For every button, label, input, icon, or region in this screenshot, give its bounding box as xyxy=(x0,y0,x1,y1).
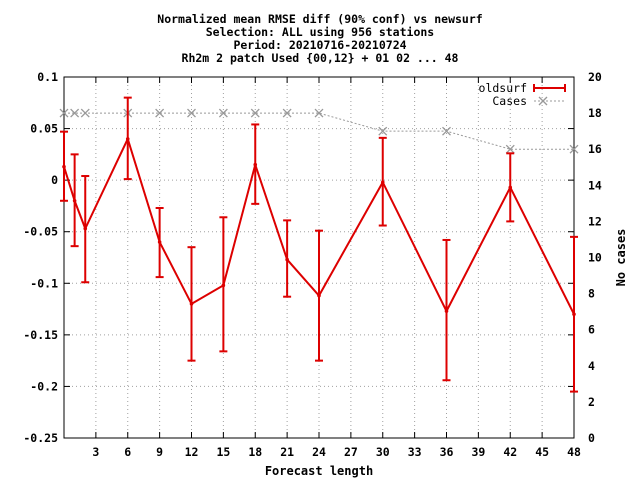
x-tick-label: 12 xyxy=(185,445,199,459)
y2-axis: 0 2 4 6 8 10 12 14 16 18 20 xyxy=(588,70,602,445)
cases-point xyxy=(314,108,324,118)
title-line-2: Selection: ALL using 956 stations xyxy=(206,25,434,39)
y2-tick-label: 18 xyxy=(588,106,602,120)
oldsurf-point xyxy=(285,257,289,262)
cases-point xyxy=(218,108,228,118)
oldsurf-point xyxy=(253,162,258,167)
title-line-4: Rh2m 2 patch Used {00,12} + 01 02 ... 48 xyxy=(182,51,459,65)
x-tick-label: 39 xyxy=(471,445,485,459)
series-oldsurf xyxy=(60,96,578,393)
legend-entry-cases: Cases xyxy=(492,94,565,108)
cases-point xyxy=(569,144,579,154)
y2-tick-label: 16 xyxy=(588,142,602,156)
cases-line xyxy=(64,112,574,150)
x-tick-label: 33 xyxy=(408,445,422,459)
title-line-1: Normalized mean RMSE diff (90% conf) vs … xyxy=(157,12,482,26)
cases-point xyxy=(155,108,165,118)
x-tick-label: 42 xyxy=(503,445,517,459)
title-line-3: Period: 20210716-20210724 xyxy=(233,38,406,52)
cases-point xyxy=(505,144,515,154)
oldsurf-point xyxy=(380,180,385,185)
x-tick-label: 30 xyxy=(376,445,390,459)
legend-label-oldsurf: oldsurf xyxy=(479,81,527,95)
y2-tick-label: 0 xyxy=(588,431,595,445)
x-axis: 3 6 9 12 15 18 21 24 27 30 33 36 39 42 45 48 xyxy=(92,77,581,459)
x-tick-label: 24 xyxy=(312,445,326,459)
cases-point xyxy=(442,126,451,136)
y2-tick-label: 14 xyxy=(588,178,602,192)
x-tick-label: 27 xyxy=(344,445,358,459)
x-tick-label: 48 xyxy=(567,445,581,459)
oldsurf-point xyxy=(125,137,130,141)
oldsurf-point xyxy=(572,312,576,317)
x-tick-label: 3 xyxy=(92,445,99,459)
x-tick-label: 6 xyxy=(124,445,131,459)
y2-tick-label: 10 xyxy=(588,251,602,265)
oldsurf-point xyxy=(221,283,226,288)
cases-point xyxy=(282,108,292,118)
x-tick-label: 18 xyxy=(248,445,262,459)
legend-marker-cases xyxy=(538,96,548,106)
oldsurf-point xyxy=(317,293,321,298)
y-axis: -0.25 -0.2 -0.15 -0.1 -0.05 0 0.05 0.1 xyxy=(23,70,574,445)
legend-entry-oldsurf: oldsurf xyxy=(479,81,566,95)
series-cases xyxy=(59,108,579,154)
x-tick-label: 36 xyxy=(440,445,454,459)
cases-point xyxy=(250,108,260,118)
oldsurf-line xyxy=(63,136,575,315)
x-axis-label: Forecast length xyxy=(265,464,373,478)
y-tick-label: -0.05 xyxy=(23,225,58,239)
y-tick-label: -0.1 xyxy=(30,276,58,290)
y2-tick-label: 6 xyxy=(588,323,595,337)
oldsurf-point xyxy=(62,164,66,169)
oldsurf-point xyxy=(157,240,162,244)
y-tick-label: 0.05 xyxy=(30,122,58,136)
y2-tick-label: 4 xyxy=(588,359,595,373)
y2-tick-label: 12 xyxy=(588,214,602,228)
legend-label-cases: Cases xyxy=(492,94,527,108)
y2-axis-label: No cases xyxy=(614,229,628,287)
cases-point xyxy=(80,108,90,118)
x-tick-label: 15 xyxy=(216,445,230,459)
y2-tick-label: 2 xyxy=(588,395,595,409)
cases-point xyxy=(378,126,388,136)
oldsurf-point xyxy=(72,198,77,203)
x-tick-label: 21 xyxy=(280,445,294,459)
y-tick-label: -0.15 xyxy=(23,328,58,342)
y-tick-label: 0 xyxy=(51,173,58,187)
y2-tick-label: 20 xyxy=(588,70,602,84)
y-tick-label: 0.1 xyxy=(37,70,58,84)
y-tick-label: -0.2 xyxy=(30,379,58,393)
y2-tick-label: 8 xyxy=(588,287,595,301)
cases-point xyxy=(70,108,80,118)
x-tick-label: 9 xyxy=(156,445,163,459)
oldsurf-point xyxy=(444,309,449,313)
cases-point xyxy=(59,108,69,118)
cases-point xyxy=(187,108,196,118)
oldsurf-point xyxy=(83,226,88,231)
oldsurf-point xyxy=(189,302,194,306)
chart-title: Normalized mean RMSE diff (90% conf) vs … xyxy=(157,12,482,65)
oldsurf-point xyxy=(508,185,513,190)
y-tick-label: -0.25 xyxy=(23,431,58,445)
x-tick-label: 45 xyxy=(535,445,549,459)
